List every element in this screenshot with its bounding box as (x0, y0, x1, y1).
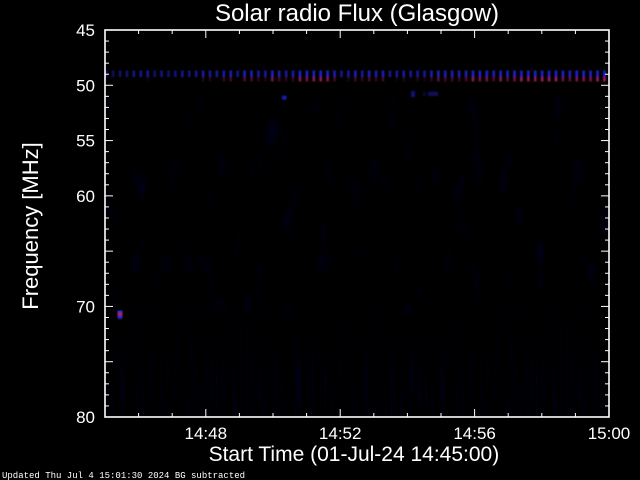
svg-text:14:52: 14:52 (319, 424, 362, 443)
svg-text:14:48: 14:48 (185, 424, 228, 443)
svg-text:Solar radio Flux (Glasgow): Solar radio Flux (Glasgow) (215, 0, 499, 27)
svg-text:60: 60 (76, 187, 95, 206)
svg-text:55: 55 (76, 132, 95, 151)
svg-text:45: 45 (76, 21, 95, 40)
svg-text:50: 50 (76, 76, 95, 95)
svg-text:Start Time (01-Jul-24 14:45:00: Start Time (01-Jul-24 14:45:00) (209, 443, 500, 466)
svg-text:15:00: 15:00 (588, 424, 631, 443)
svg-text:Frequency [MHz]: Frequency [MHz] (18, 142, 43, 310)
svg-text:Updated Thu Jul 4 15:01:30 20: Updated Thu Jul 4 15:01:30 2024 BG subtr… (2, 471, 245, 480)
svg-text:80: 80 (76, 408, 95, 427)
svg-text:14:56: 14:56 (453, 424, 496, 443)
svg-text:70: 70 (76, 297, 95, 316)
